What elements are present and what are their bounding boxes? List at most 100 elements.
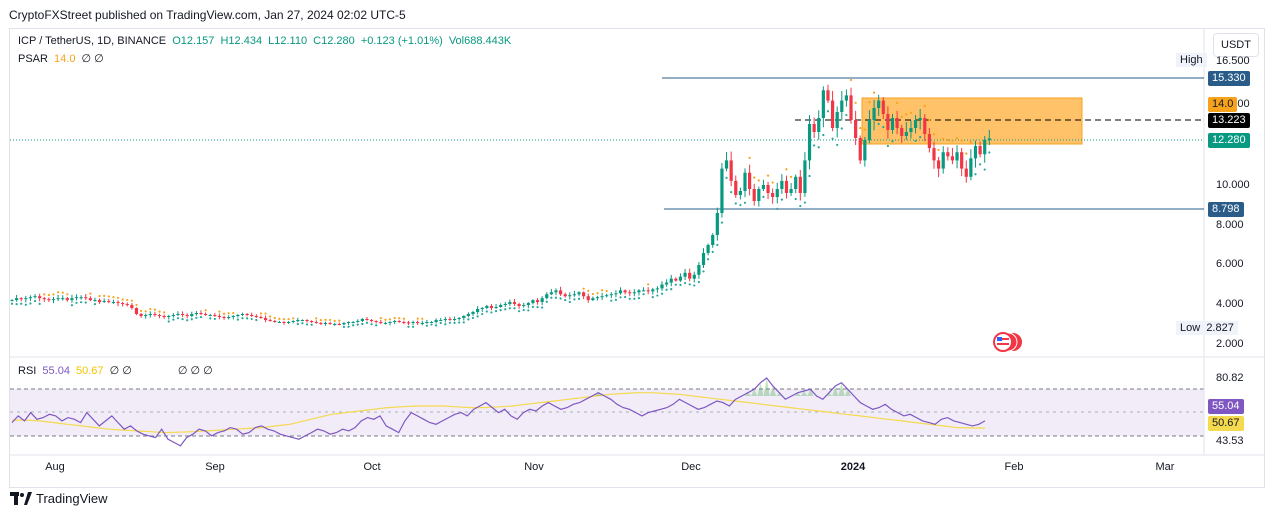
candle[interactable] <box>678 276 683 281</box>
rsi-legend[interactable]: RSI 55.04 50.67 ∅ ∅ ∅ ∅ ∅ <box>18 364 216 377</box>
candle[interactable] <box>457 318 461 319</box>
candle[interactable] <box>817 118 821 132</box>
tradingview-logo[interactable]: TradingView <box>10 491 108 506</box>
candle[interactable] <box>254 316 258 317</box>
candle[interactable] <box>466 314 470 316</box>
candle[interactable] <box>305 320 309 321</box>
candle[interactable] <box>960 152 964 169</box>
candle[interactable] <box>692 274 696 279</box>
candle[interactable] <box>789 189 793 193</box>
candle[interactable] <box>291 321 295 322</box>
candle[interactable] <box>697 265 701 275</box>
candle[interactable] <box>877 100 881 108</box>
candle[interactable] <box>632 292 636 294</box>
candle[interactable] <box>204 314 208 315</box>
candle[interactable] <box>545 294 549 299</box>
candle[interactable] <box>738 191 742 195</box>
candle[interactable] <box>748 172 752 189</box>
candle[interactable] <box>489 306 494 308</box>
candle[interactable] <box>121 303 125 305</box>
candle[interactable] <box>70 298 74 301</box>
ohlc-legend[interactable]: ICP / TetherUS, 1D, BINANCE O12.157 H12.… <box>18 35 514 47</box>
candle[interactable] <box>913 120 918 128</box>
candle[interactable] <box>531 300 535 304</box>
candle[interactable] <box>563 294 567 297</box>
candle[interactable] <box>499 305 503 307</box>
candle[interactable] <box>33 296 37 298</box>
candle[interactable] <box>268 320 272 321</box>
candle[interactable] <box>794 176 798 189</box>
candle[interactable] <box>614 293 618 295</box>
candle[interactable] <box>890 118 895 130</box>
candle[interactable] <box>863 140 867 161</box>
candle[interactable] <box>665 282 669 285</box>
candle[interactable] <box>683 272 687 277</box>
candle[interactable] <box>420 323 424 324</box>
candle[interactable] <box>351 322 355 323</box>
candle[interactable] <box>374 321 378 322</box>
candle[interactable] <box>38 296 42 299</box>
candle[interactable] <box>342 323 346 325</box>
candle[interactable] <box>245 314 249 315</box>
candle[interactable] <box>227 317 231 318</box>
candle[interactable] <box>688 272 692 279</box>
candle[interactable] <box>637 290 641 293</box>
candle[interactable] <box>904 132 908 136</box>
candle[interactable] <box>522 305 526 306</box>
candle[interactable] <box>886 114 890 130</box>
candle[interactable] <box>775 189 779 197</box>
candle[interactable] <box>263 318 268 320</box>
candle[interactable] <box>337 324 341 325</box>
candle[interactable] <box>646 290 650 292</box>
candle[interactable] <box>10 300 14 302</box>
candle[interactable] <box>356 321 360 322</box>
candle[interactable] <box>111 302 116 304</box>
candle[interactable] <box>858 138 862 161</box>
candle[interactable] <box>171 315 175 316</box>
candle[interactable] <box>199 313 203 314</box>
candle[interactable] <box>425 322 429 323</box>
candle[interactable] <box>448 319 452 320</box>
candle[interactable] <box>102 301 106 303</box>
candle[interactable] <box>213 315 217 316</box>
candle[interactable] <box>406 322 411 324</box>
candle[interactable] <box>784 180 789 193</box>
candle[interactable] <box>591 298 595 301</box>
candle[interactable] <box>208 315 212 316</box>
candle[interactable] <box>74 297 79 299</box>
candle[interactable] <box>130 305 134 308</box>
candle[interactable] <box>669 278 673 283</box>
candle[interactable] <box>236 315 240 316</box>
candle[interactable] <box>517 304 521 306</box>
candle[interactable] <box>139 314 143 316</box>
candle[interactable] <box>194 313 198 314</box>
candle[interactable] <box>88 298 92 301</box>
candle[interactable] <box>93 300 97 302</box>
candle[interactable] <box>416 322 420 323</box>
candle[interactable] <box>854 120 858 138</box>
candle[interactable] <box>628 292 632 294</box>
candle[interactable] <box>586 296 590 301</box>
candle[interactable] <box>310 321 314 322</box>
candle[interactable] <box>28 297 33 299</box>
candle[interactable] <box>582 292 586 297</box>
candle[interactable] <box>480 308 484 309</box>
currency-button[interactable]: USDT <box>1213 33 1259 57</box>
candle[interactable] <box>148 314 152 315</box>
candle[interactable] <box>577 292 581 295</box>
candle[interactable] <box>47 299 51 301</box>
candle[interactable] <box>476 309 480 312</box>
candle[interactable] <box>287 322 291 323</box>
candle[interactable] <box>222 317 226 318</box>
candle[interactable] <box>346 322 351 323</box>
candle[interactable] <box>812 124 816 132</box>
candle[interactable] <box>950 156 955 161</box>
candle[interactable] <box>393 321 397 322</box>
candle[interactable] <box>780 180 784 189</box>
candle[interactable] <box>766 185 770 193</box>
candle[interactable] <box>503 304 507 305</box>
candle[interactable] <box>711 235 715 245</box>
candle[interactable] <box>144 315 148 316</box>
candle[interactable] <box>867 120 872 140</box>
